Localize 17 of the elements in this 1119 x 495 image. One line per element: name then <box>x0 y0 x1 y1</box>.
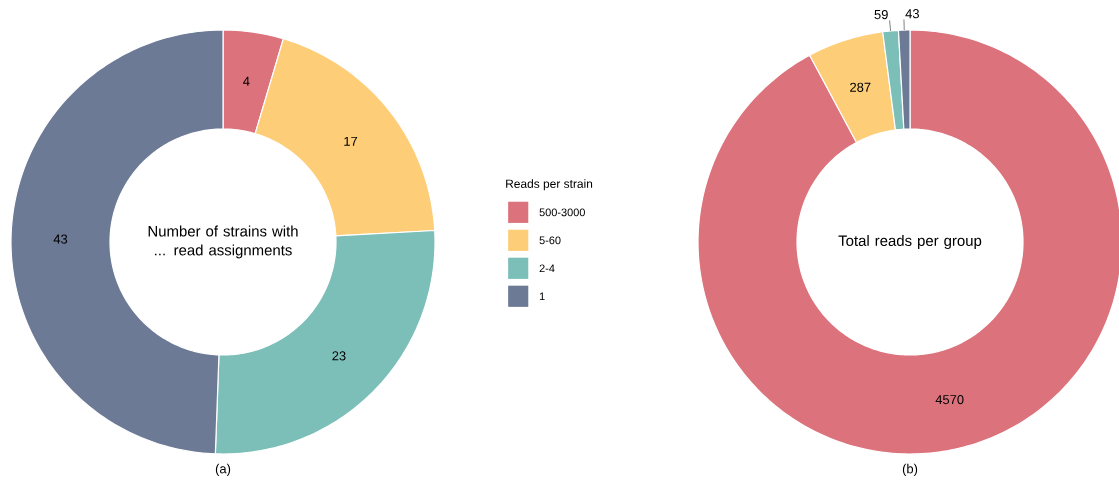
data-label: 287 <box>850 82 871 92</box>
data-label: 43 <box>905 9 919 19</box>
legend-label: 1 <box>539 292 545 301</box>
data-label: 23 <box>332 351 346 361</box>
legend-label: 5-60 <box>539 236 561 245</box>
data-label: 4 <box>243 76 250 86</box>
text: (b) <box>902 463 918 476</box>
legend-title: Reads per strain <box>506 179 593 191</box>
text: Number of strains with ... read assignments <box>148 225 298 259</box>
legend-label: 500-3000 <box>539 208 585 217</box>
text: Total reads per group <box>838 235 982 249</box>
text: (a) <box>215 463 231 476</box>
legend-label: 2-4 <box>539 264 555 273</box>
data-label: 59 <box>874 9 888 20</box>
data-label: 4570 <box>935 394 964 405</box>
data-label: 43 <box>53 234 68 244</box>
data-label: 17 <box>344 136 358 146</box>
